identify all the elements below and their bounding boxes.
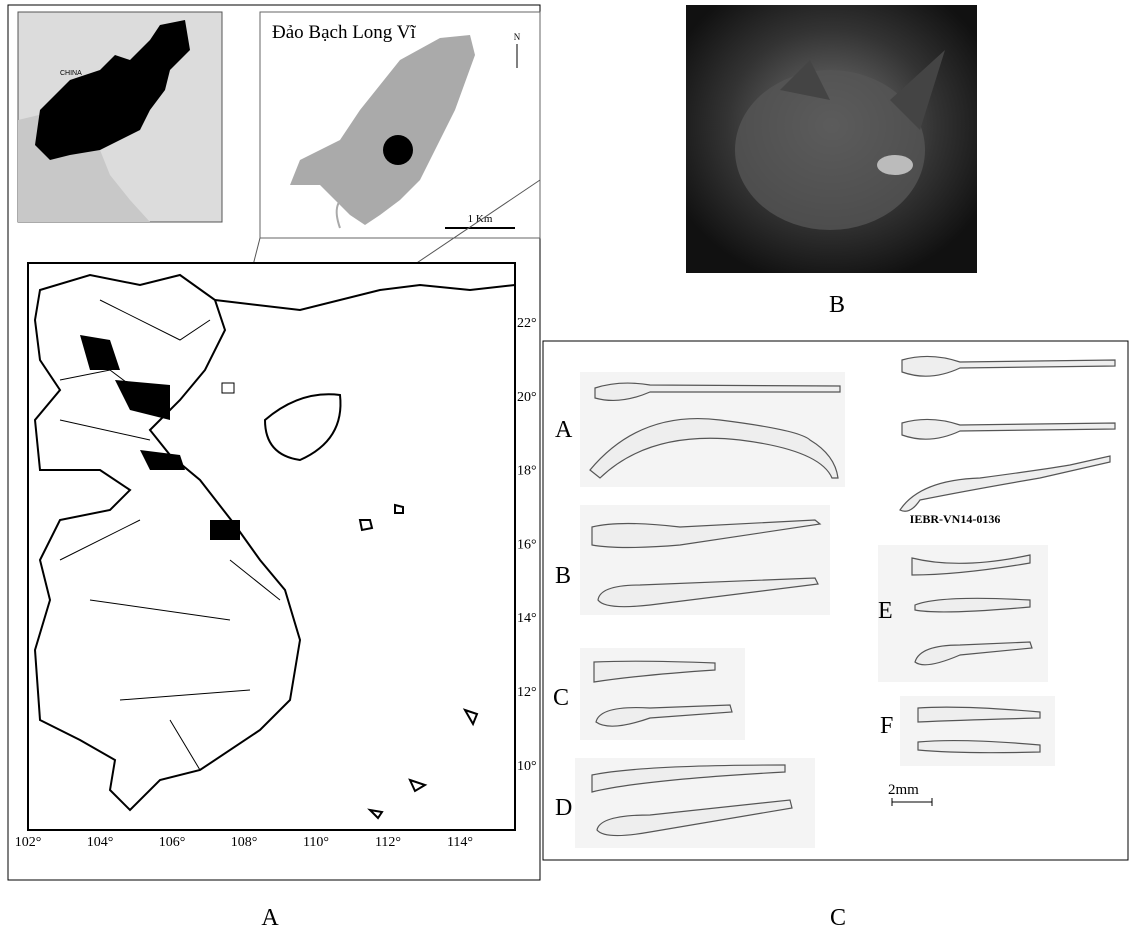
lat-label: 18°: [517, 464, 537, 479]
panel-label: A: [261, 905, 279, 931]
lon-label: 112°: [375, 835, 401, 850]
bat-head: [735, 70, 925, 230]
lat-labels: 22° 20° 18° 16° 14° 12° 10°: [517, 316, 537, 774]
lon-label: 110°: [303, 835, 329, 850]
lon-label: 108°: [231, 835, 258, 850]
scale-label: 2mm: [888, 782, 919, 798]
plate: [900, 696, 1055, 766]
lon-labels: 102° 104° 106° 108° 110° 112° 114°: [15, 835, 473, 850]
specimen-id: IEBR-VN14-0136: [910, 512, 1001, 526]
figure: CHINA Đảo Bạch Long Vĩ N 1 Km 22°20°18°1…: [0, 0, 1130, 931]
north-label: N: [514, 32, 521, 42]
lon-label: 106°: [159, 835, 186, 850]
bat-snout: [877, 155, 913, 175]
lat-label: 20°: [517, 390, 537, 405]
lat-label: 22°: [517, 316, 537, 331]
lat-label: 12°: [517, 685, 537, 700]
lon-label: 102°: [15, 835, 42, 850]
lat-label: 16°: [517, 537, 537, 552]
baculum-label: C: [553, 685, 569, 711]
baculum-label: A: [555, 417, 573, 443]
lon-label: 104°: [87, 835, 114, 850]
site-marker: [383, 135, 413, 165]
baculum-label: E: [878, 598, 893, 624]
lat-label: 10°: [517, 759, 537, 774]
baculum-label: D: [555, 795, 572, 821]
baculum-label: F: [880, 713, 893, 739]
lon-label: 114°: [447, 835, 473, 850]
panel-label: C: [830, 905, 846, 931]
overview-country: CHINA: [60, 70, 82, 77]
island-title: Đảo Bạch Long Vĩ: [272, 22, 416, 43]
lat-label: 14°: [517, 611, 537, 626]
baculum-label: B: [555, 563, 571, 589]
panel-label: B: [829, 292, 845, 318]
